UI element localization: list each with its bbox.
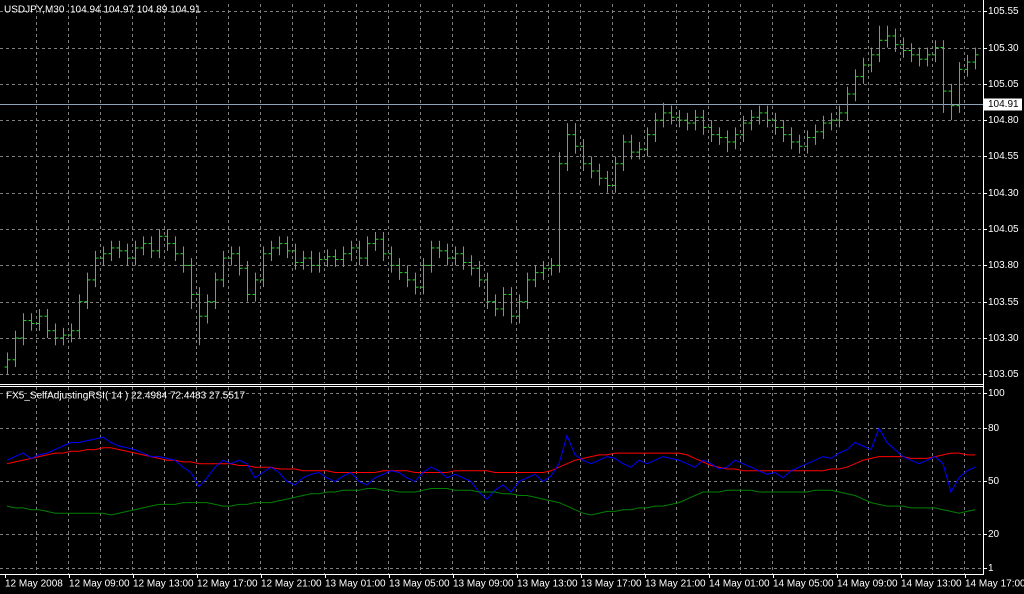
y-tick-label: 80	[988, 423, 1000, 434]
current-price-box	[984, 98, 1022, 111]
y-tick-label: 103.55	[988, 297, 1019, 308]
x-tick-label: 13 May 05:00	[389, 579, 450, 590]
y-tick-label: 104.55	[988, 151, 1019, 162]
y-tick-label: 104.05	[988, 224, 1019, 235]
y-tick-label: 1	[988, 563, 994, 574]
y-tick-label: 103.80	[988, 260, 1019, 271]
current-price-label: 104.91	[988, 99, 1019, 110]
y-tick-label: 104.80	[988, 115, 1019, 126]
x-tick-label: 13 May 09:00	[453, 579, 514, 590]
y-tick-label: 104.30	[988, 188, 1019, 199]
y-tick-label: 50	[988, 476, 1000, 487]
x-tick-label: 14 May 09:00	[837, 579, 898, 590]
x-tick-label: 12 May 17:00	[197, 579, 258, 590]
y-tick-label: 105.55	[988, 6, 1019, 17]
y-tick-label: 20	[988, 529, 1000, 540]
y-tick-label: 103.05	[988, 369, 1019, 380]
indicator-line	[6, 488, 976, 516]
y-tick-label: 103.30	[988, 333, 1019, 344]
x-tick-label: 12 May 2008	[5, 579, 63, 590]
symbol-title: USDJPY,M30	[4, 5, 65, 16]
x-tick-label: 14 May 17:00	[965, 579, 1024, 590]
x-tick-label: 14 May 01:00	[709, 579, 770, 590]
x-tick-label: 12 May 09:00	[69, 579, 130, 590]
x-tick-label: 14 May 13:00	[901, 579, 962, 590]
x-tick-label: 13 May 17:00	[581, 579, 642, 590]
y-tick-label: 100	[988, 388, 1005, 399]
x-tick-label: 13 May 13:00	[517, 579, 578, 590]
x-tick-label: 12 May 13:00	[133, 579, 194, 590]
y-tick-label: 105.30	[988, 43, 1019, 54]
ohlc-readout: 104.94 104.97 104.89 104.91	[70, 5, 201, 16]
x-tick-label: 13 May 01:00	[325, 579, 386, 590]
x-tick-label: 12 May 21:00	[261, 579, 322, 590]
x-tick-label: 13 May 21:00	[645, 579, 706, 590]
y-tick-label: 105.05	[988, 79, 1019, 90]
indicator-line	[6, 447, 975, 473]
indicator-title: FX5_SelfAdjustingRSI( 14 ) 22.4984 72.44…	[6, 391, 245, 402]
indicator-line	[6, 427, 976, 500]
x-tick-label: 14 May 05:00	[773, 579, 834, 590]
